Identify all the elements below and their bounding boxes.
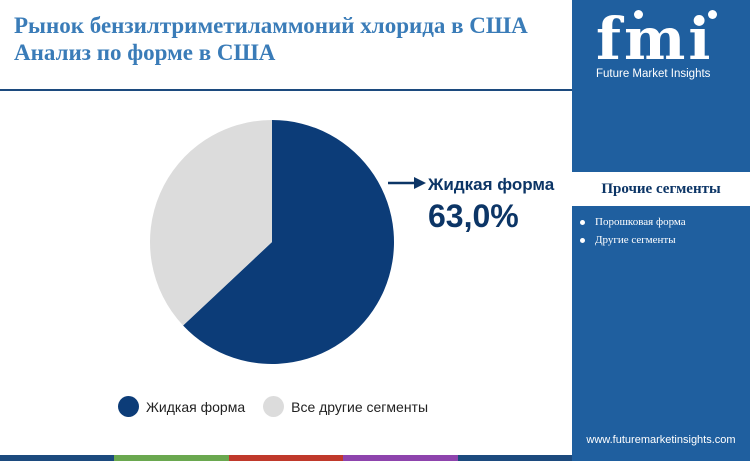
logo-wordmark: fmi bbox=[596, 5, 714, 73]
title-line-2: Анализ по форме в США bbox=[14, 40, 276, 65]
strip-segment bbox=[114, 455, 229, 461]
strip-segment bbox=[228, 455, 344, 461]
callout-arrow bbox=[388, 177, 426, 189]
strip-segment bbox=[457, 455, 573, 461]
bottom-color-strip bbox=[0, 455, 573, 461]
list-item-label: Другие сегменты bbox=[595, 234, 676, 246]
callout-value: 63,0% bbox=[428, 198, 519, 234]
other-segments-title: Прочие сегменты bbox=[601, 180, 721, 197]
legend-label-others: Все другие сегменты bbox=[291, 398, 429, 415]
callout-label: Жидкая форма bbox=[428, 175, 555, 194]
pie-slices bbox=[150, 119, 395, 365]
legend-item-others: Все другие сегменты bbox=[263, 396, 428, 417]
list-item: Порошковая форма bbox=[580, 216, 686, 228]
header-divider bbox=[0, 89, 572, 91]
strip-segment bbox=[343, 455, 458, 461]
list-item: Другие сегменты bbox=[580, 234, 686, 246]
sidebar: fmi Future Market Insights Прочие сегмен… bbox=[572, 0, 750, 461]
bullet-icon bbox=[580, 219, 585, 225]
website-url: www.futuremarketinsights.com bbox=[586, 434, 736, 446]
strip-segment bbox=[0, 455, 115, 461]
fmi-logo: fmi Future Market Insights bbox=[596, 8, 726, 88]
logo-dot-icon bbox=[634, 10, 643, 19]
pie-slice-liquid bbox=[183, 120, 395, 365]
logo-subtitle: Future Market Insights bbox=[596, 68, 711, 80]
legend-label-liquid: Жидкая форма bbox=[146, 398, 246, 415]
legend-item-liquid: Жидкая форма bbox=[118, 396, 245, 417]
other-segments-header: Прочие сегменты bbox=[572, 172, 750, 206]
legend-swatch-others bbox=[263, 396, 285, 417]
other-segments-list: Порошковая форма Другие сегменты bbox=[580, 216, 686, 252]
pie-slice-others bbox=[150, 119, 272, 326]
chart-legend: Жидкая форма Все другие сегменты bbox=[118, 396, 446, 417]
list-item-label: Порошковая форма bbox=[595, 216, 686, 228]
logo-dot-icon bbox=[708, 10, 717, 19]
bullet-icon bbox=[580, 237, 585, 243]
page-title: Рынок бензилтриметиламмоний хлорида в СШ… bbox=[14, 12, 528, 66]
title-line-1: Рынок бензилтриметиламмоний хлорида в СШ… bbox=[14, 13, 528, 38]
pie-chart bbox=[150, 119, 426, 365]
legend-swatch-liquid bbox=[118, 396, 139, 417]
